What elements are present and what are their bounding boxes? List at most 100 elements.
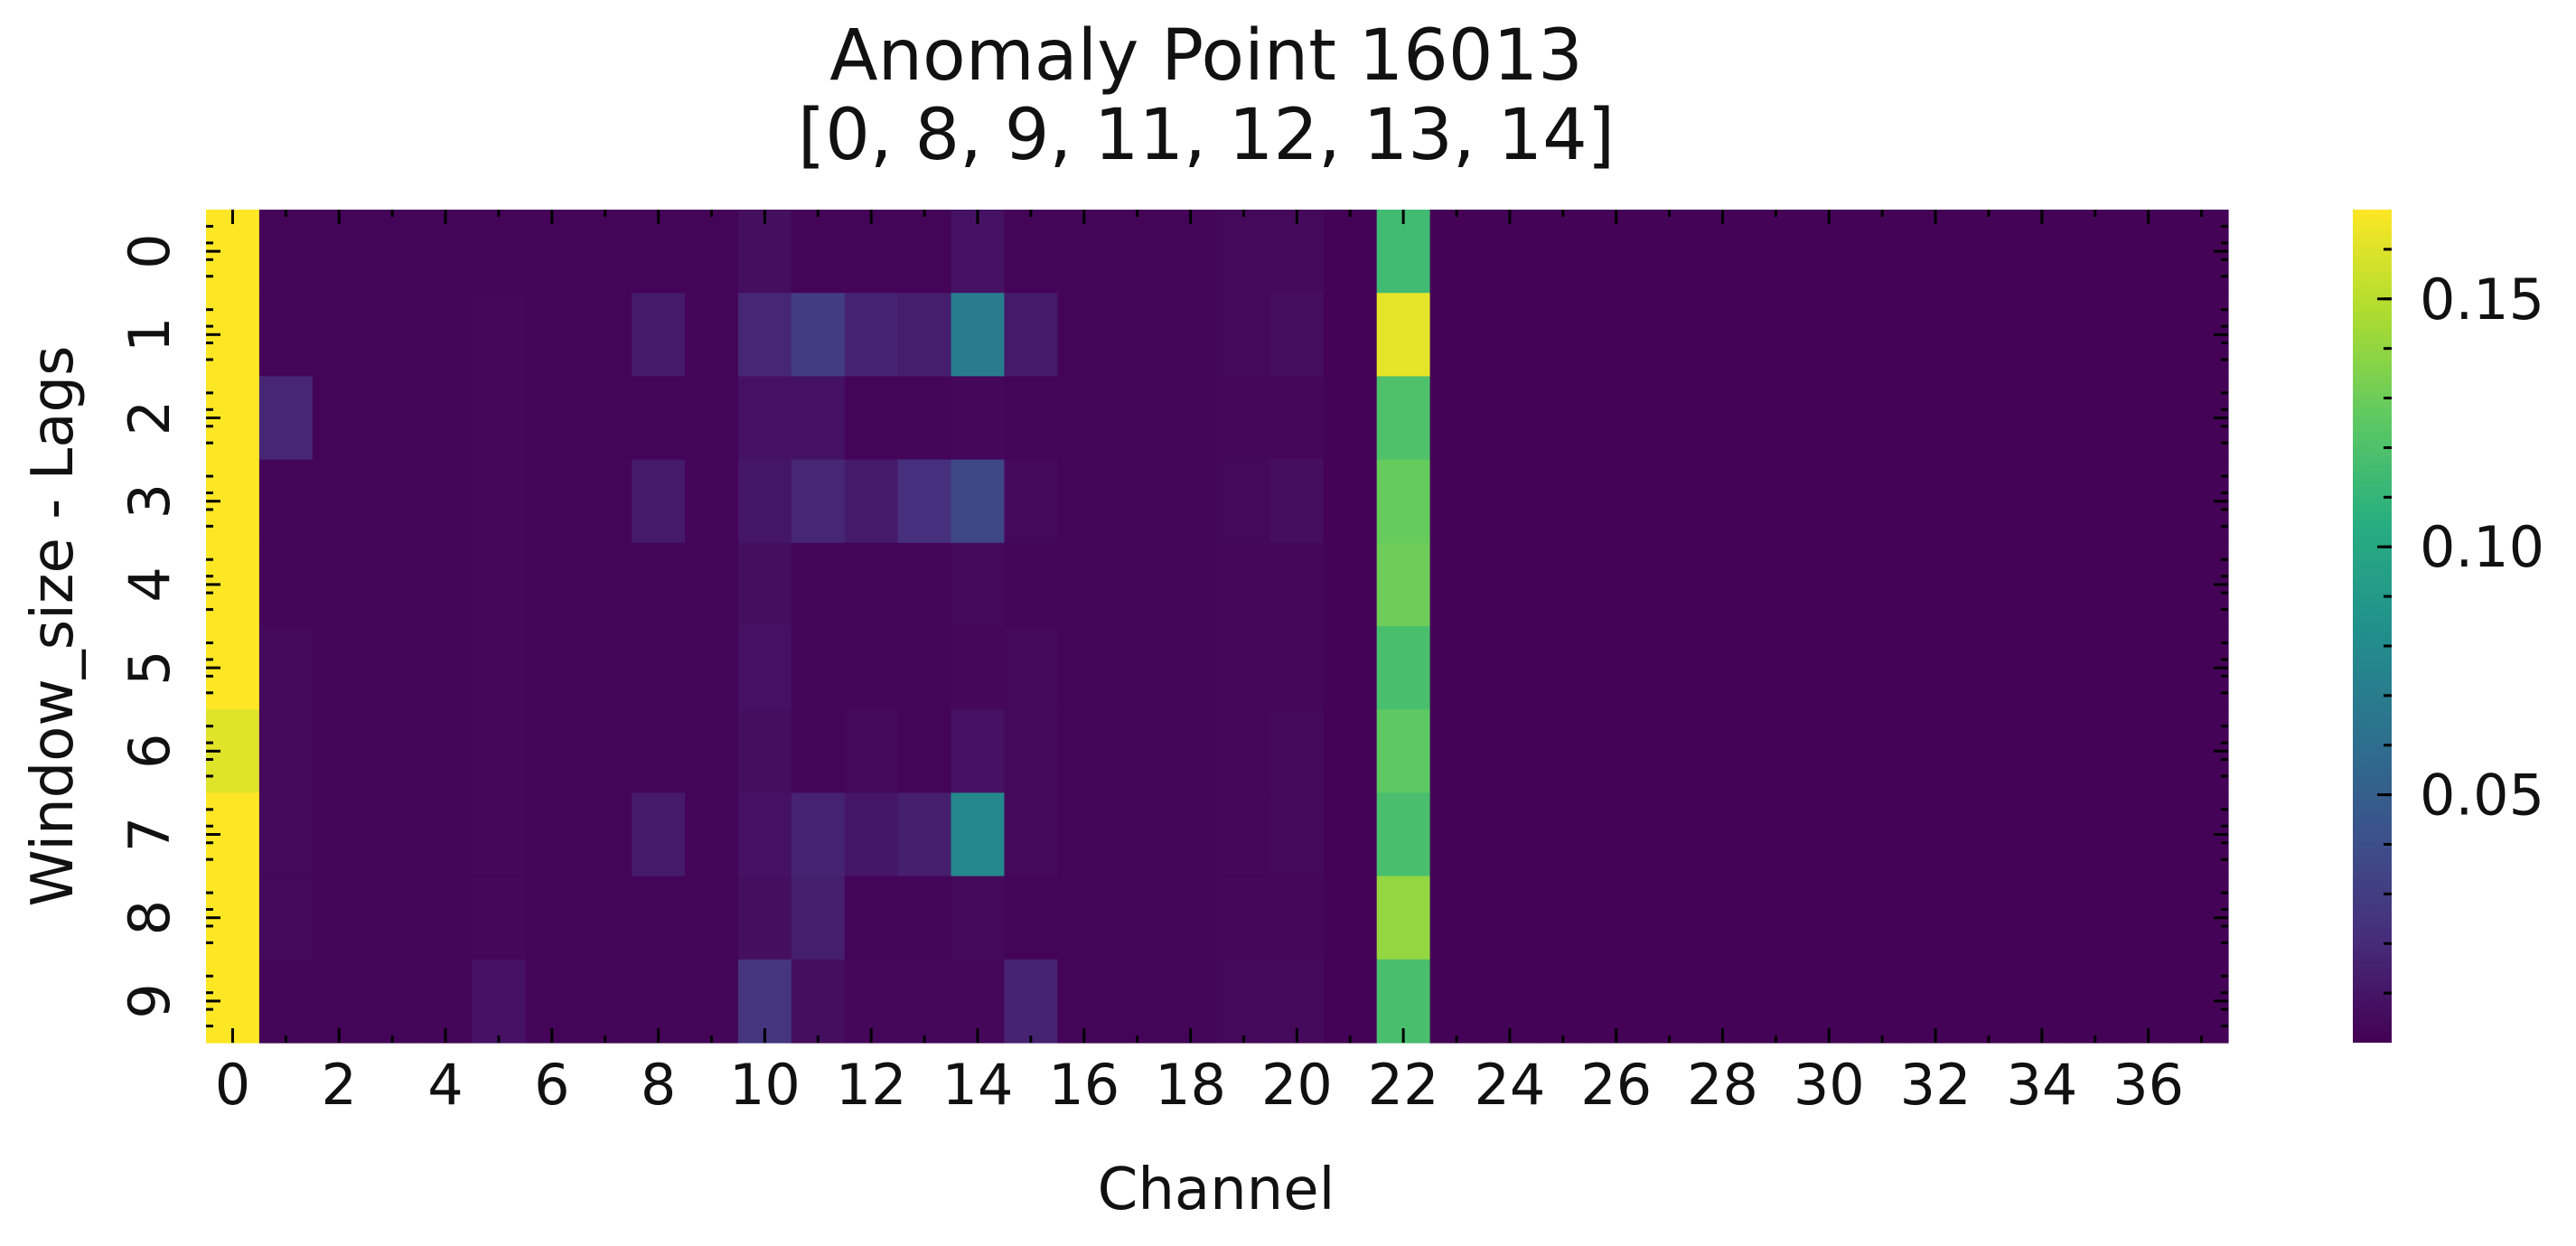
heatmap-cell bbox=[632, 459, 686, 544]
heatmap-cell bbox=[1004, 876, 1058, 960]
heatmap-cell bbox=[1748, 459, 1803, 544]
heatmap-cell bbox=[632, 376, 686, 461]
heatmap-cell bbox=[472, 210, 526, 294]
heatmap-cell bbox=[737, 876, 792, 960]
heatmap-cell bbox=[632, 792, 686, 877]
heatmap-cell bbox=[1376, 459, 1431, 544]
heatmap-cell bbox=[685, 792, 739, 877]
heatmap-cell bbox=[1748, 210, 1803, 294]
heatmap-cell bbox=[1536, 792, 1590, 877]
heatmap-cell bbox=[1696, 459, 1750, 544]
heatmap-cell bbox=[525, 792, 579, 877]
heatmap-cell bbox=[2068, 626, 2122, 710]
heatmap-cell bbox=[1908, 626, 1963, 710]
heatmap-cell bbox=[472, 876, 526, 960]
heatmap-cell bbox=[1962, 626, 2017, 710]
heatmap-cell bbox=[1802, 792, 1857, 877]
x-tick-label: 4 bbox=[427, 1052, 463, 1118]
heatmap-cell bbox=[578, 876, 632, 960]
heatmap-cell bbox=[1323, 626, 1378, 710]
heatmap-cell bbox=[525, 709, 579, 793]
heatmap-cell bbox=[1748, 709, 1803, 793]
heatmap-cell bbox=[1855, 876, 1910, 960]
heatmap-cell bbox=[2122, 792, 2176, 877]
heatmap-cell bbox=[1376, 709, 1431, 793]
heatmap-cell bbox=[1643, 459, 1697, 544]
heatmap-cell bbox=[418, 792, 473, 877]
heatmap-cell bbox=[737, 792, 792, 877]
heatmap-cell bbox=[1589, 376, 1644, 461]
y-tick-label: 4 bbox=[117, 567, 183, 602]
heatmap-cell bbox=[1483, 376, 1537, 461]
heatmap-cell bbox=[1323, 876, 1378, 960]
colorbar-tick-label: 0.15 bbox=[2420, 267, 2544, 333]
heatmap-cell bbox=[685, 626, 739, 710]
heatmap-cell bbox=[365, 210, 420, 294]
y-tick-label: 6 bbox=[117, 734, 183, 769]
heatmap-cell bbox=[1589, 792, 1644, 877]
heatmap-cell bbox=[1269, 792, 1325, 877]
heatmap-cell bbox=[1110, 459, 1165, 544]
heatmap-cell bbox=[1323, 542, 1378, 627]
heatmap-cell bbox=[1429, 876, 1485, 960]
heatmap-cell bbox=[897, 959, 952, 1044]
heatmap-cell bbox=[1855, 376, 1910, 461]
x-tick-label: 22 bbox=[1368, 1052, 1439, 1118]
heatmap-cell bbox=[1536, 709, 1590, 793]
heatmap-cell bbox=[737, 542, 792, 627]
y-tick-label: 5 bbox=[117, 650, 183, 685]
heatmap-cell bbox=[1376, 876, 1431, 960]
y-tick-label: 1 bbox=[117, 317, 183, 352]
heatmap-cell bbox=[1908, 709, 1963, 793]
x-tick-label: 20 bbox=[1261, 1052, 1333, 1118]
heatmap-cell bbox=[951, 709, 1006, 793]
heatmap-cell bbox=[525, 376, 579, 461]
heatmap-cell bbox=[844, 792, 899, 877]
heatmap-cell bbox=[1802, 293, 1857, 377]
x-tick-label: 8 bbox=[641, 1052, 676, 1118]
heatmap-cell bbox=[1802, 459, 1857, 544]
heatmap-cell bbox=[1217, 459, 1271, 544]
heatmap-cell bbox=[1908, 376, 1963, 461]
heatmap-cell bbox=[1164, 459, 1218, 544]
heatmap-cell bbox=[685, 376, 739, 461]
heatmap-cell bbox=[632, 293, 686, 377]
heatmap-cell bbox=[1589, 709, 1644, 793]
heatmap-cell bbox=[1004, 210, 1058, 294]
heatmap-cell bbox=[1696, 709, 1750, 793]
heatmap-cell bbox=[258, 792, 314, 877]
heatmap-cell bbox=[2122, 459, 2176, 544]
heatmap-cell bbox=[1429, 459, 1485, 544]
heatmap-cell bbox=[1217, 542, 1271, 627]
heatmap-cell bbox=[2015, 792, 2069, 877]
y-axis-ticks: 0 1 2 3 4 5 6 7 8 9 bbox=[117, 224, 2228, 1028]
heatmap-cell bbox=[365, 293, 420, 377]
y-axis-label: Window_size - Lags bbox=[20, 345, 87, 906]
heatmap-cell bbox=[1376, 626, 1431, 710]
heatmap-cell bbox=[418, 709, 473, 793]
heatmap-cell bbox=[1962, 210, 2017, 294]
heatmap-cell bbox=[791, 876, 846, 960]
heatmap-cell bbox=[1057, 709, 1111, 793]
heatmap-cell bbox=[1855, 293, 1910, 377]
x-axis-ticks: 0 2 4 6 8 10 12 14 16 18 20 22 24 26 28 30 32 34 36 bbox=[215, 210, 2204, 1118]
heatmap-cell bbox=[365, 459, 420, 544]
heatmap-cell bbox=[1164, 626, 1218, 710]
x-tick-label: 2 bbox=[322, 1052, 357, 1118]
heatmap-cell bbox=[578, 210, 632, 294]
heatmap-cell bbox=[365, 626, 420, 710]
heatmap-cell bbox=[791, 709, 846, 793]
heatmap-cell bbox=[525, 542, 579, 627]
heatmap-cell bbox=[844, 876, 899, 960]
heatmap-cell bbox=[1802, 542, 1857, 627]
heatmap-cell bbox=[312, 792, 367, 877]
heatmap-cell bbox=[2122, 709, 2176, 793]
heatmap-cell bbox=[1962, 459, 2017, 544]
heatmap-cell bbox=[2015, 542, 2069, 627]
heatmap-cell bbox=[1429, 542, 1485, 627]
heatmap-cell bbox=[685, 959, 739, 1044]
heatmap-cell bbox=[844, 709, 899, 793]
heatmap-cell bbox=[2068, 959, 2122, 1044]
heatmap-cell bbox=[1855, 210, 1910, 294]
